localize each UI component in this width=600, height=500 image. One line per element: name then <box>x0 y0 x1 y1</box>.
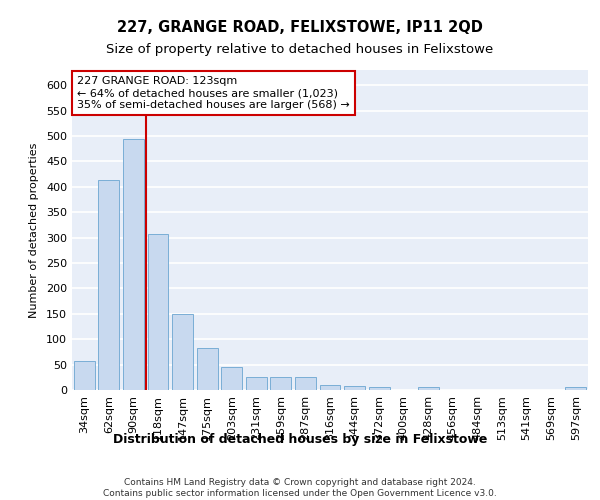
Text: Distribution of detached houses by size in Felixstowe: Distribution of detached houses by size … <box>113 432 487 446</box>
Text: Contains HM Land Registry data © Crown copyright and database right 2024.
Contai: Contains HM Land Registry data © Crown c… <box>103 478 497 498</box>
Bar <box>320 385 340 390</box>
Bar <box>271 378 292 390</box>
Y-axis label: Number of detached properties: Number of detached properties <box>29 142 39 318</box>
Bar <box>368 388 389 390</box>
Bar <box>148 234 169 390</box>
Bar <box>344 386 365 390</box>
Text: 227 GRANGE ROAD: 123sqm
← 64% of detached houses are smaller (1,023)
35% of semi: 227 GRANGE ROAD: 123sqm ← 64% of detache… <box>77 76 350 110</box>
Bar <box>172 314 193 390</box>
Bar <box>123 138 144 390</box>
Bar <box>246 378 267 390</box>
Bar <box>74 360 95 390</box>
Bar <box>197 348 218 390</box>
Bar <box>221 367 242 390</box>
Text: 227, GRANGE ROAD, FELIXSTOWE, IP11 2QD: 227, GRANGE ROAD, FELIXSTOWE, IP11 2QD <box>117 20 483 35</box>
Bar <box>418 388 439 390</box>
Bar <box>565 388 586 390</box>
Bar <box>98 180 119 390</box>
Bar <box>295 378 316 390</box>
Text: Size of property relative to detached houses in Felixstowe: Size of property relative to detached ho… <box>106 42 494 56</box>
